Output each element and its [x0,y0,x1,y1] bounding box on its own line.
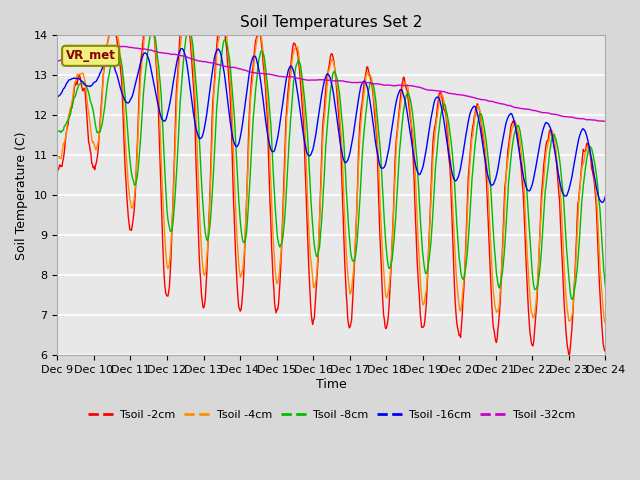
Title: Soil Temperatures Set 2: Soil Temperatures Set 2 [240,15,422,30]
X-axis label: Time: Time [316,378,347,391]
Legend: Tsoil -2cm, Tsoil -4cm, Tsoil -8cm, Tsoil -16cm, Tsoil -32cm: Tsoil -2cm, Tsoil -4cm, Tsoil -8cm, Tsoi… [84,406,579,424]
Y-axis label: Soil Temperature (C): Soil Temperature (C) [15,131,28,260]
Text: VR_met: VR_met [66,49,115,62]
